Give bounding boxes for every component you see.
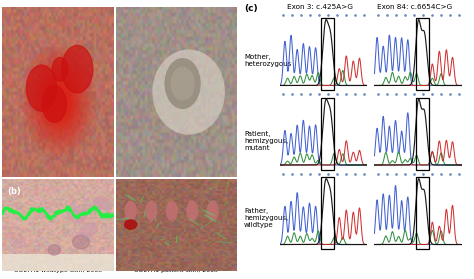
Text: Patient,
hemizygous,
mutant: Patient, hemizygous, mutant [244, 131, 288, 151]
Circle shape [164, 58, 201, 109]
Circle shape [73, 235, 90, 249]
Circle shape [42, 85, 66, 122]
Ellipse shape [125, 201, 137, 221]
Ellipse shape [207, 201, 219, 221]
Ellipse shape [152, 49, 225, 135]
Circle shape [81, 223, 97, 237]
Ellipse shape [145, 201, 157, 221]
Bar [416, 18, 429, 90]
Circle shape [14, 239, 25, 248]
Text: Mother,
heterozygous: Mother, heterozygous [244, 54, 292, 68]
Circle shape [48, 245, 61, 255]
Ellipse shape [166, 201, 178, 221]
Text: Exon 84: c.6654C>G: Exon 84: c.6654C>G [377, 4, 452, 10]
Text: Father,
hemizygous,
wildtype: Father, hemizygous, wildtype [244, 208, 288, 228]
Text: COL7A1 patient skin, 200x: COL7A1 patient skin, 200x [135, 268, 218, 273]
Bar [321, 18, 335, 90]
Text: (a): (a) [5, 4, 19, 13]
Bar [416, 98, 429, 170]
Circle shape [27, 65, 57, 111]
Circle shape [52, 57, 68, 81]
Bar [416, 177, 429, 249]
Text: (c): (c) [244, 4, 258, 13]
Circle shape [125, 220, 137, 229]
Circle shape [68, 207, 87, 223]
Bar [321, 177, 335, 249]
Circle shape [62, 45, 93, 93]
Bar [321, 98, 335, 170]
Text: Exon 3: c.425A>G: Exon 3: c.425A>G [287, 4, 353, 10]
Circle shape [171, 66, 195, 101]
Text: (b): (b) [7, 187, 20, 196]
Text: COL7A1 wildtype skin, 200x: COL7A1 wildtype skin, 200x [14, 268, 102, 273]
Bar [2, 254, 114, 271]
Ellipse shape [186, 201, 198, 221]
Circle shape [93, 197, 109, 209]
